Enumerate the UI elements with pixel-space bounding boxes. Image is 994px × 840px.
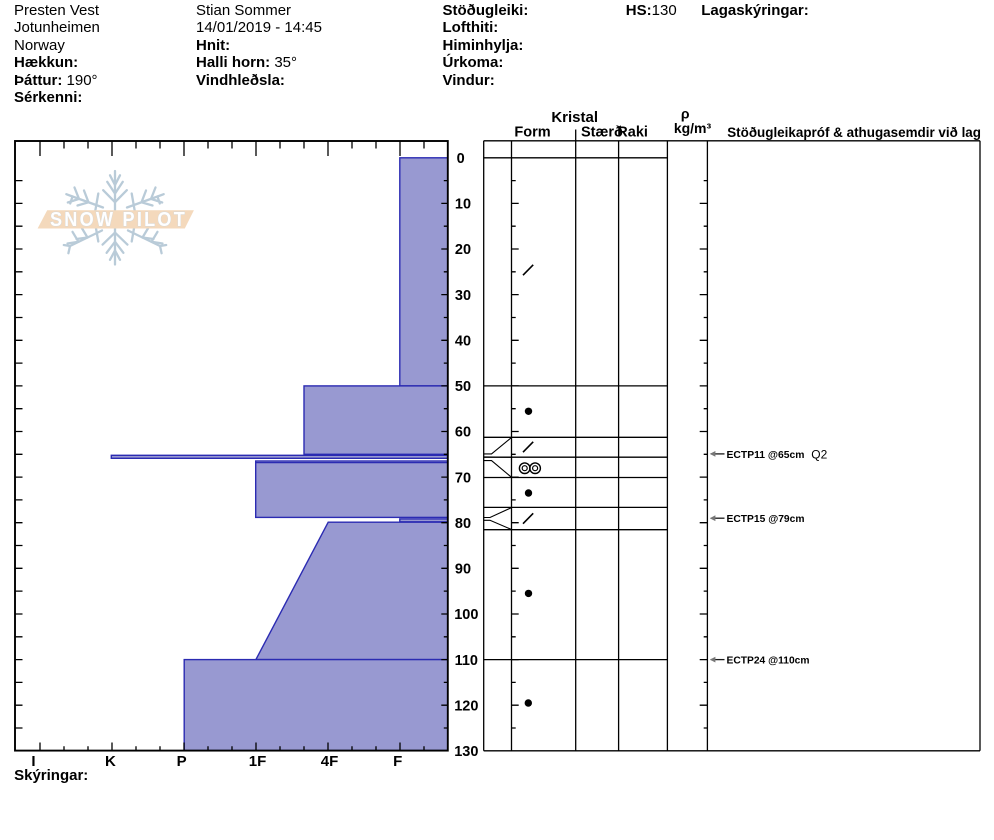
svg-text:70: 70: [455, 470, 471, 486]
svg-text:Form: Form: [514, 125, 550, 141]
svg-text:ECTP15 @79cm: ECTP15 @79cm: [727, 514, 805, 525]
svg-text:0: 0: [457, 151, 465, 167]
svg-text:60: 60: [455, 425, 471, 441]
svg-text:1F: 1F: [249, 753, 267, 770]
svg-text:130: 130: [454, 744, 478, 760]
svg-text:50: 50: [455, 379, 471, 395]
svg-text:I: I: [31, 753, 35, 770]
svg-text:80: 80: [455, 516, 471, 532]
svg-text:K: K: [105, 753, 116, 770]
svg-text:Stærð: Stærð: [581, 125, 623, 141]
svg-text:10: 10: [455, 197, 471, 213]
svg-text:90: 90: [455, 562, 471, 578]
svg-text:110: 110: [455, 653, 478, 669]
svg-text:SNOW PILOT: SNOW PILOT: [50, 209, 187, 231]
svg-text:Stöðugleikapróf & athugasemdir: Stöðugleikapróf & athugasemdir við lag: [727, 124, 981, 140]
svg-text:F: F: [393, 753, 402, 770]
svg-text:120: 120: [454, 698, 478, 714]
svg-text:20: 20: [455, 242, 471, 258]
svg-text:Skýringar:: Skýringar:: [14, 767, 88, 784]
svg-text:P: P: [177, 753, 187, 770]
svg-text:kg/m³: kg/m³: [674, 120, 712, 136]
svg-text:Q2: Q2: [811, 448, 827, 462]
svg-text:4F: 4F: [321, 753, 339, 770]
svg-text:ρ: ρ: [681, 106, 690, 122]
svg-text:40: 40: [455, 334, 471, 350]
svg-text:ECTP24 @110cm: ECTP24 @110cm: [727, 656, 810, 667]
svg-text:Raki: Raki: [617, 125, 648, 141]
svg-text:Kristal: Kristal: [551, 109, 598, 126]
svg-text:ECTP11 @65cm: ECTP11 @65cm: [727, 450, 805, 461]
svg-text:100: 100: [454, 607, 478, 623]
svg-text:30: 30: [455, 288, 471, 304]
